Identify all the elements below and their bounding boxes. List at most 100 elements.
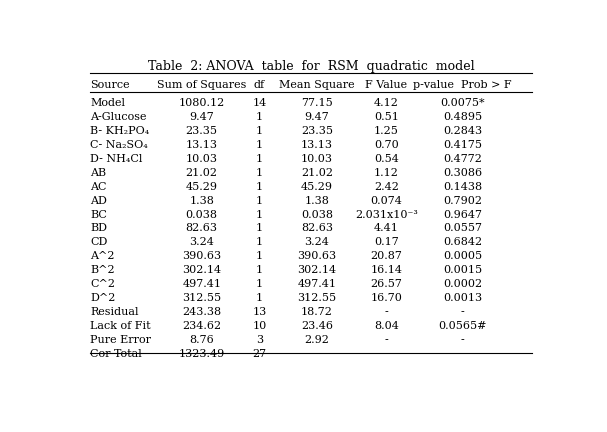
Text: 0.1438: 0.1438: [443, 181, 483, 191]
Text: 312.55: 312.55: [297, 293, 336, 303]
Text: 1: 1: [256, 280, 263, 289]
Text: -: -: [315, 349, 319, 359]
Text: 1: 1: [256, 223, 263, 233]
Text: C- Na₂SO₄: C- Na₂SO₄: [90, 140, 148, 149]
Text: 0.51: 0.51: [374, 112, 399, 122]
Text: 0.3086: 0.3086: [443, 168, 483, 178]
Text: 20.87: 20.87: [370, 251, 402, 261]
Text: 45.29: 45.29: [301, 181, 333, 191]
Text: 18.72: 18.72: [301, 307, 333, 318]
Text: 2.42: 2.42: [374, 181, 399, 191]
Text: Pure Error: Pure Error: [90, 335, 151, 345]
Text: 390.63: 390.63: [182, 251, 222, 261]
Text: 1: 1: [256, 112, 263, 122]
Text: 243.38: 243.38: [182, 307, 222, 318]
Text: 4.12: 4.12: [374, 98, 399, 108]
Text: 1: 1: [256, 251, 263, 261]
Text: 497.41: 497.41: [182, 280, 221, 289]
Text: 13.13: 13.13: [186, 140, 218, 149]
Text: 13.13: 13.13: [301, 140, 333, 149]
Text: BD: BD: [90, 223, 107, 233]
Text: 0.0005: 0.0005: [443, 251, 483, 261]
Text: 1: 1: [256, 126, 263, 136]
Text: 16.14: 16.14: [370, 265, 402, 275]
Text: 1323.49: 1323.49: [178, 349, 225, 359]
Text: Source: Source: [90, 80, 130, 90]
Text: 23.46: 23.46: [301, 321, 333, 331]
Text: B^2: B^2: [90, 265, 115, 275]
Text: 1.12: 1.12: [374, 168, 399, 178]
Text: 0.0075*: 0.0075*: [441, 98, 485, 108]
Text: 2.92: 2.92: [305, 335, 330, 345]
Text: -: -: [384, 307, 388, 318]
Text: Lack of Fit: Lack of Fit: [90, 321, 151, 331]
Text: Cor Total: Cor Total: [90, 349, 142, 359]
Text: 1: 1: [256, 196, 263, 206]
Text: 1: 1: [256, 154, 263, 164]
Text: 45.29: 45.29: [186, 181, 218, 191]
Text: Sum of Squares: Sum of Squares: [157, 80, 246, 90]
Text: AC: AC: [90, 181, 106, 191]
Text: 1.25: 1.25: [374, 126, 399, 136]
Text: 3.24: 3.24: [189, 238, 214, 248]
Text: -: -: [384, 349, 388, 359]
Text: -: -: [461, 335, 465, 345]
Text: 1: 1: [256, 265, 263, 275]
Text: 77.15: 77.15: [301, 98, 333, 108]
Text: 3.24: 3.24: [305, 238, 330, 248]
Text: 21.02: 21.02: [301, 168, 333, 178]
Text: 1.38: 1.38: [189, 196, 214, 206]
Text: 0.038: 0.038: [186, 210, 218, 219]
Text: 8.76: 8.76: [189, 335, 214, 345]
Text: 0.0557: 0.0557: [443, 223, 483, 233]
Text: 14: 14: [253, 98, 266, 108]
Text: 16.70: 16.70: [370, 293, 402, 303]
Text: 0.2843: 0.2843: [443, 126, 483, 136]
Text: 1: 1: [256, 168, 263, 178]
Text: 0.0013: 0.0013: [443, 293, 483, 303]
Text: 1: 1: [256, 140, 263, 149]
Text: F Value: F Value: [365, 80, 407, 90]
Text: 10.03: 10.03: [186, 154, 218, 164]
Text: 0.17: 0.17: [374, 238, 399, 248]
Text: D- NH₄Cl: D- NH₄Cl: [90, 154, 143, 164]
Text: Model: Model: [90, 98, 125, 108]
Text: -: -: [461, 349, 465, 359]
Text: 82.63: 82.63: [186, 223, 218, 233]
Text: 2.031x10⁻³: 2.031x10⁻³: [355, 210, 418, 219]
Text: 0.6842: 0.6842: [443, 238, 483, 248]
Text: 0.9647: 0.9647: [443, 210, 483, 219]
Text: CD: CD: [90, 238, 107, 248]
Text: 0.7902: 0.7902: [443, 196, 483, 206]
Text: 4.41: 4.41: [374, 223, 399, 233]
Text: 26.57: 26.57: [370, 280, 402, 289]
Text: 0.4895: 0.4895: [443, 112, 483, 122]
Text: D^2: D^2: [90, 293, 115, 303]
Text: 312.55: 312.55: [182, 293, 222, 303]
Text: 0.0002: 0.0002: [443, 280, 483, 289]
Text: 302.14: 302.14: [297, 265, 336, 275]
Text: 302.14: 302.14: [182, 265, 222, 275]
Text: 23.35: 23.35: [186, 126, 218, 136]
Text: AB: AB: [90, 168, 106, 178]
Text: 1: 1: [256, 293, 263, 303]
Text: 1: 1: [256, 210, 263, 219]
Text: 1: 1: [256, 181, 263, 191]
Text: 1: 1: [256, 238, 263, 248]
Text: Table  2: ANOVA  table  for  RSM  quadratic  model: Table 2: ANOVA table for RSM quadratic m…: [148, 60, 475, 73]
Text: A^2: A^2: [90, 251, 115, 261]
Text: 9.47: 9.47: [305, 112, 330, 122]
Text: 1.38: 1.38: [305, 196, 330, 206]
Text: 3: 3: [256, 335, 263, 345]
Text: 82.63: 82.63: [301, 223, 333, 233]
Text: 390.63: 390.63: [297, 251, 336, 261]
Text: A-Glucose: A-Glucose: [90, 112, 146, 122]
Text: AD: AD: [90, 196, 107, 206]
Text: 0.4772: 0.4772: [443, 154, 482, 164]
Text: 23.35: 23.35: [301, 126, 333, 136]
Text: C^2: C^2: [90, 280, 115, 289]
Text: 0.038: 0.038: [301, 210, 333, 219]
Text: 0.4175: 0.4175: [443, 140, 483, 149]
Text: p-value  Prob > F: p-value Prob > F: [413, 80, 512, 90]
Text: 8.04: 8.04: [374, 321, 399, 331]
